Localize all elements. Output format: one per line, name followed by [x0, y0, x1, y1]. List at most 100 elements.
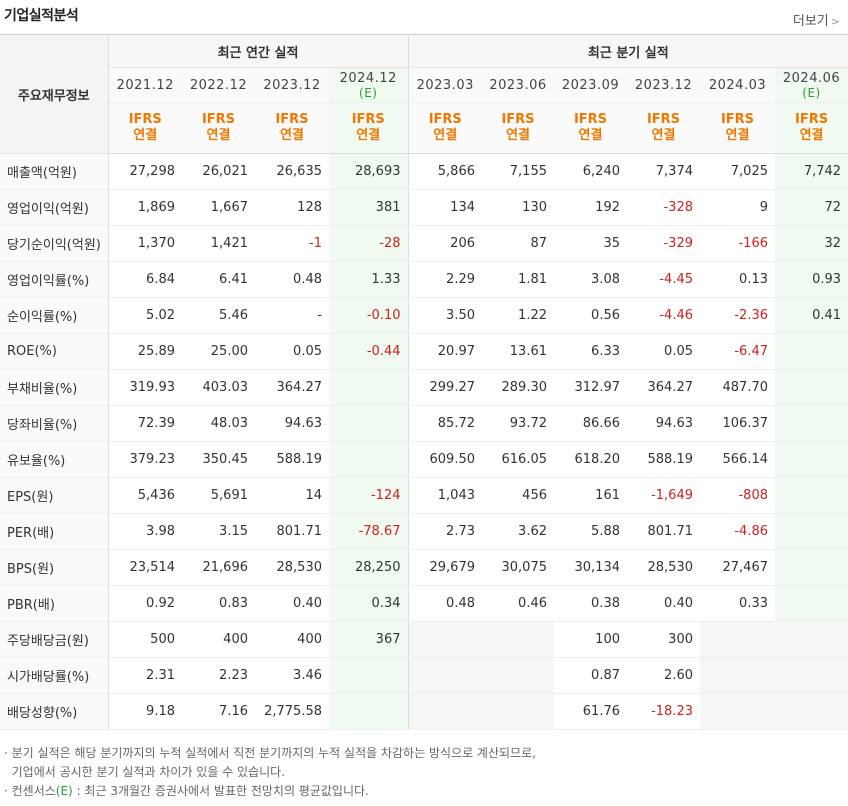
table-cell: 0.87 [554, 657, 627, 694]
table-cell: 0.38 [554, 585, 627, 622]
table-cell: 72 [775, 189, 848, 226]
table-cell: 400 [182, 621, 255, 658]
table-cell: 85.72 [407, 405, 482, 442]
table-cell: 94.63 [627, 405, 700, 442]
table-cell: 3.08 [554, 261, 627, 298]
table-row: 영업이익률(%) 6.84 6.41 0.48 1.33 2.29 1.81 3.08 -4.4… [0, 261, 848, 298]
row-label: EPS(원) [0, 477, 109, 514]
standard-header: IFRS 연결 [329, 102, 408, 154]
table-cell: 381 [329, 189, 408, 226]
table-cell: 364.27 [255, 369, 329, 406]
row-label: 영업이익(억원) [0, 189, 109, 226]
table-cell: -78.67 [329, 513, 408, 550]
table-cell: 289.30 [482, 369, 554, 406]
estimate-mark: (E) [359, 85, 378, 100]
period-header: 2023.09 [554, 67, 627, 103]
table-row: PER(배) 3.98 3.15 801.71 -78.67 2.73 3.62 5.88 80… [0, 513, 848, 550]
table-row: 시가배당률(%) 2.31 2.23 3.46 0.87 2.60 [0, 657, 848, 694]
table-row: 유보율(%) 379.23 350.45 588.19 609.50 616.05 618.… [0, 441, 848, 478]
table-cell: 29,679 [407, 549, 482, 586]
footnotes: · 분기 실적은 해당 분기까지의 누적 실적에서 직전 분기까지의 누적 실적… [4, 744, 536, 801]
table-cell [775, 513, 848, 550]
table-cell: 100 [554, 621, 627, 658]
table-cell: 618.20 [554, 441, 627, 478]
table-cell: -28 [329, 225, 408, 262]
table-cell [700, 621, 775, 658]
table-row: 주당배당금(원) 500 400 400 367 100 300 [0, 621, 848, 658]
table-cell: 319.93 [108, 369, 182, 406]
table-cell [482, 693, 554, 730]
table-cell: 299.27 [407, 369, 482, 406]
table-cell: -4.46 [627, 297, 700, 334]
table-cell: 0.92 [108, 585, 182, 622]
table-cell: 30,075 [482, 549, 554, 586]
more-link[interactable]: 더보기 > [793, 10, 840, 29]
table-cell: 2.31 [108, 657, 182, 694]
note-line: · 분기 실적은 해당 분기까지의 누적 실적에서 직전 분기까지의 누적 실적… [4, 746, 536, 760]
table-cell: 3.98 [108, 513, 182, 550]
standard-header: IFRS 연결 [407, 102, 482, 154]
table-cell: 0.48 [255, 261, 329, 298]
chevron-right-icon: > [830, 15, 840, 28]
table-cell: 9 [700, 189, 775, 226]
table-cell [407, 693, 482, 730]
table-cell: 28,693 [329, 153, 408, 190]
table-cell: -0.44 [329, 333, 408, 370]
table-cell: 2,775.58 [255, 693, 329, 730]
row-label: 영업이익률(%) [0, 261, 109, 298]
table-cell: 7,155 [482, 153, 554, 190]
row-label: 유보율(%) [0, 441, 109, 478]
table-cell: 0.46 [482, 585, 554, 622]
table-cell: - [255, 297, 329, 334]
table-cell [407, 621, 482, 658]
table-cell: 2.23 [182, 657, 255, 694]
table-cell: 6,240 [554, 153, 627, 190]
financial-table: 주요재무정보 최근 연간 실적 최근 분기 실적 2021.12 2022.12 2… [0, 34, 848, 730]
table-cell: 5,691 [182, 477, 255, 514]
table-row: 배당성향(%) 9.18 7.16 2,775.58 61.76 -18.23 [0, 693, 848, 730]
table-cell: -6.47 [700, 333, 775, 370]
table-cell: 106.37 [700, 405, 775, 442]
table-cell: 0.05 [255, 333, 329, 370]
table-cell: 3.46 [255, 657, 329, 694]
corner-header: 주요재무정보 [0, 34, 109, 154]
period-header: 2022.12 [182, 67, 255, 103]
table-cell: 27,467 [700, 549, 775, 586]
section-header: 기업실적분석 더보기 > [0, 0, 848, 30]
table-cell: 300 [627, 621, 700, 658]
standard-header: IFRS 연결 [108, 102, 182, 154]
standard-header-row: IFRS 연결 IFRS 연결 IFRS 연결 IFRS 연결 IFRS 연결 IFRS 연결 IFRS… [0, 102, 848, 154]
table-cell: 1.33 [329, 261, 408, 298]
table-cell: 0.56 [554, 297, 627, 334]
table-cell: 6.41 [182, 261, 255, 298]
table-cell: -4.45 [627, 261, 700, 298]
table-cell: 23,514 [108, 549, 182, 586]
table-cell [407, 657, 482, 694]
table-cell: 5.02 [108, 297, 182, 334]
table-row: 순이익률(%) 5.02 5.46- -0.10 3.50 1.22 0.56 -4.46 -2… [0, 297, 848, 334]
table-cell: 500 [108, 621, 182, 658]
table-cell: 5.88 [554, 513, 627, 550]
table-cell: 1.22 [482, 297, 554, 334]
table-cell: 588.19 [627, 441, 700, 478]
period-header: 2023.12 [627, 67, 700, 103]
row-label: PER(배) [0, 513, 109, 550]
table-cell [329, 441, 408, 478]
table-cell: 13.61 [482, 333, 554, 370]
table-cell: 0.33 [700, 585, 775, 622]
standard-header: IFRS 연결 [182, 102, 255, 154]
table-cell: 93.72 [482, 405, 554, 442]
table-cell: -328 [627, 189, 700, 226]
table-cell: 6.33 [554, 333, 627, 370]
table-cell: -18.23 [627, 693, 700, 730]
table-cell: 128 [255, 189, 329, 226]
table-cell: 32 [775, 225, 848, 262]
row-label: ROE(%) [0, 333, 109, 370]
table-cell: 403.03 [182, 369, 255, 406]
table-cell: 0.40 [255, 585, 329, 622]
row-label: PBR(배) [0, 585, 109, 622]
period-header: 2024.03 [700, 67, 775, 103]
table-cell: 0.41 [775, 297, 848, 334]
table-cell: 1,667 [182, 189, 255, 226]
table-cell: -166 [700, 225, 775, 262]
